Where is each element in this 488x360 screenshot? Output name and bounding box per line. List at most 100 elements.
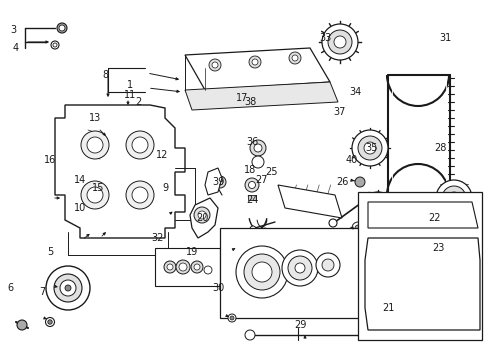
Text: 11: 11 bbox=[123, 90, 136, 100]
Text: 30: 30 bbox=[211, 283, 224, 293]
Circle shape bbox=[48, 320, 52, 324]
Circle shape bbox=[367, 198, 387, 218]
Text: 16: 16 bbox=[44, 155, 56, 165]
Polygon shape bbox=[55, 105, 184, 238]
Circle shape bbox=[45, 318, 54, 327]
Text: 33: 33 bbox=[318, 33, 330, 43]
Text: 6: 6 bbox=[7, 283, 13, 293]
Polygon shape bbox=[278, 185, 341, 218]
Text: 31: 31 bbox=[438, 33, 450, 43]
Text: 25: 25 bbox=[265, 167, 278, 177]
Circle shape bbox=[248, 56, 261, 68]
Text: 38: 38 bbox=[244, 97, 256, 107]
Circle shape bbox=[251, 262, 271, 282]
Circle shape bbox=[203, 266, 212, 274]
Circle shape bbox=[321, 24, 357, 60]
Circle shape bbox=[214, 176, 225, 188]
Text: 26: 26 bbox=[335, 177, 347, 187]
Circle shape bbox=[179, 263, 186, 271]
Bar bbox=[220, 228, 367, 318]
Circle shape bbox=[81, 181, 109, 209]
Circle shape bbox=[194, 264, 200, 270]
Text: 8: 8 bbox=[102, 70, 108, 80]
Circle shape bbox=[354, 225, 360, 231]
Circle shape bbox=[212, 62, 218, 68]
Circle shape bbox=[402, 305, 412, 315]
Text: 10: 10 bbox=[74, 203, 86, 213]
Circle shape bbox=[351, 130, 387, 166]
Circle shape bbox=[248, 181, 255, 189]
Circle shape bbox=[17, 320, 27, 330]
Circle shape bbox=[405, 307, 409, 312]
Circle shape bbox=[57, 23, 67, 33]
Text: 27: 27 bbox=[255, 175, 268, 185]
Circle shape bbox=[315, 253, 339, 277]
Circle shape bbox=[54, 274, 82, 302]
Circle shape bbox=[363, 142, 375, 154]
Text: 7: 7 bbox=[39, 287, 45, 297]
Text: 15: 15 bbox=[92, 183, 104, 193]
Circle shape bbox=[208, 59, 221, 71]
Circle shape bbox=[287, 256, 311, 280]
Text: 14: 14 bbox=[74, 175, 86, 185]
Circle shape bbox=[244, 254, 280, 290]
Circle shape bbox=[291, 55, 297, 61]
Text: 2: 2 bbox=[135, 97, 141, 107]
Circle shape bbox=[251, 59, 258, 65]
Bar bbox=[155, 248, 220, 286]
Text: 24: 24 bbox=[245, 195, 258, 205]
Text: 35: 35 bbox=[365, 143, 377, 153]
Circle shape bbox=[126, 181, 154, 209]
Text: 29: 29 bbox=[293, 320, 305, 330]
Circle shape bbox=[251, 156, 264, 168]
Bar bbox=[357, 192, 481, 340]
Text: 32: 32 bbox=[151, 233, 164, 243]
Text: 13: 13 bbox=[89, 113, 101, 123]
Circle shape bbox=[53, 43, 57, 47]
Circle shape bbox=[65, 285, 71, 291]
Text: 5: 5 bbox=[47, 247, 53, 257]
Circle shape bbox=[447, 192, 459, 204]
Circle shape bbox=[435, 180, 471, 216]
Circle shape bbox=[282, 250, 317, 286]
Circle shape bbox=[373, 204, 381, 212]
Polygon shape bbox=[367, 202, 477, 228]
Circle shape bbox=[321, 259, 333, 271]
Circle shape bbox=[249, 140, 265, 156]
Polygon shape bbox=[190, 198, 218, 238]
Circle shape bbox=[236, 246, 287, 298]
Text: 22: 22 bbox=[428, 213, 440, 223]
Circle shape bbox=[333, 36, 346, 48]
Circle shape bbox=[357, 136, 381, 160]
Circle shape bbox=[288, 52, 301, 64]
Circle shape bbox=[217, 179, 223, 185]
Circle shape bbox=[163, 261, 176, 273]
Circle shape bbox=[87, 137, 103, 153]
Circle shape bbox=[132, 187, 148, 203]
Circle shape bbox=[253, 144, 262, 152]
Text: 3: 3 bbox=[10, 25, 16, 35]
Text: 17: 17 bbox=[235, 93, 248, 103]
Circle shape bbox=[227, 314, 236, 322]
Circle shape bbox=[244, 178, 259, 192]
Text: 9: 9 bbox=[162, 183, 168, 193]
Circle shape bbox=[167, 264, 173, 270]
Text: 20: 20 bbox=[195, 213, 208, 223]
Text: 4: 4 bbox=[13, 43, 19, 53]
Text: 28: 28 bbox=[433, 143, 445, 153]
Circle shape bbox=[46, 266, 90, 310]
Circle shape bbox=[132, 137, 148, 153]
Circle shape bbox=[229, 316, 234, 320]
Circle shape bbox=[87, 187, 103, 203]
Text: 1: 1 bbox=[127, 80, 133, 90]
Circle shape bbox=[60, 280, 76, 296]
Text: 19: 19 bbox=[185, 247, 198, 257]
Text: 34: 34 bbox=[348, 87, 360, 97]
Circle shape bbox=[327, 30, 351, 54]
Circle shape bbox=[294, 263, 305, 273]
Polygon shape bbox=[184, 48, 329, 90]
Circle shape bbox=[328, 219, 336, 227]
Circle shape bbox=[176, 260, 190, 274]
Bar bbox=[247, 195, 256, 200]
Circle shape bbox=[354, 177, 364, 187]
